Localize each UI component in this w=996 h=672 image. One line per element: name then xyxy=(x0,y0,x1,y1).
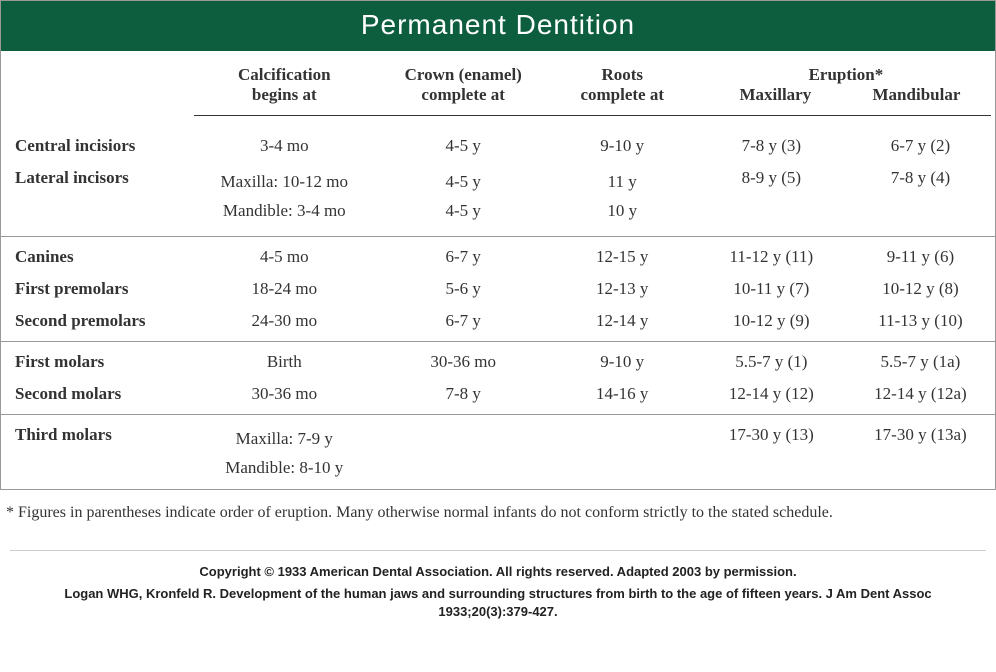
row-label: First premolars xyxy=(1,273,190,305)
cell-crown: 6-7 y xyxy=(379,236,548,273)
header-eruption-group: Eruption* Maxillary Mandibular xyxy=(697,51,995,115)
cell-crown: 5-6 y xyxy=(379,273,548,305)
table-row: First premolars18-24 mo5-6 y12-13 y10-11… xyxy=(1,273,995,305)
row-label: Second molars xyxy=(1,378,190,415)
cell-mandibular: 12-14 y (12a) xyxy=(846,378,995,415)
cell-calcification: Maxilla: 7-9 yMandible: 8-10 y xyxy=(190,414,379,488)
cell-mandibular: 6-7 y (2) xyxy=(846,126,995,162)
cell-crown: 4-5 y4-5 y xyxy=(379,162,548,236)
cell-calcification: 4-5 mo xyxy=(190,236,379,273)
table-title: Permanent Dentition xyxy=(1,1,995,51)
cell-mandibular: 10-12 y (8) xyxy=(846,273,995,305)
row-label: Canines xyxy=(1,236,190,273)
header-underline xyxy=(1,115,995,126)
cell-roots: 11 y10 y xyxy=(548,162,697,236)
row-label: Second premolars xyxy=(1,305,190,342)
footnote: * Figures in parentheses indicate order … xyxy=(0,490,996,528)
header-crown: Crown (enamel)complete at xyxy=(379,51,548,115)
row-label: Lateral incisors xyxy=(1,162,190,236)
cell-roots: 14-16 y xyxy=(548,378,697,415)
cell-calcification: 3-4 mo xyxy=(190,126,379,162)
cell-crown: 30-36 mo xyxy=(379,341,548,378)
row-label: First molars xyxy=(1,341,190,378)
cell-mandibular: 5.5-7 y (1a) xyxy=(846,341,995,378)
dentition-table: Calcificationbegins at Crown (enamel)com… xyxy=(1,51,995,489)
cell-roots xyxy=(548,414,697,488)
cell-maxillary: 7-8 y (3) xyxy=(697,126,846,162)
cell-roots: 9-10 y xyxy=(548,126,697,162)
cell-maxillary: 17-30 y (13) xyxy=(697,414,846,488)
copyright-line-2: Logan WHG, Kronfeld R. Development of th… xyxy=(0,581,996,621)
cell-crown: 4-5 y xyxy=(379,126,548,162)
row-label: Third molars xyxy=(1,414,190,488)
cell-crown: 6-7 y xyxy=(379,305,548,342)
cell-maxillary: 5.5-7 y (1) xyxy=(697,341,846,378)
table-container: Permanent Dentition Calcificationbegins … xyxy=(0,0,996,490)
cell-maxillary: 11-12 y (11) xyxy=(697,236,846,273)
cell-calcification: 30-36 mo xyxy=(190,378,379,415)
cell-roots: 12-15 y xyxy=(548,236,697,273)
header-calcification: Calcificationbegins at xyxy=(190,51,379,115)
header-mandibular: Mandibular xyxy=(846,85,987,105)
cell-maxillary: 10-12 y (9) xyxy=(697,305,846,342)
table-row: Lateral incisorsMaxilla: 10-12 moMandibl… xyxy=(1,162,995,236)
cell-maxillary: 12-14 y (12) xyxy=(697,378,846,415)
cell-calcification: Birth xyxy=(190,341,379,378)
header-row-1: Calcificationbegins at Crown (enamel)com… xyxy=(1,51,995,115)
header-maxillary: Maxillary xyxy=(705,85,846,105)
cell-mandibular: 11-13 y (10) xyxy=(846,305,995,342)
row-label: Central incisiors xyxy=(1,126,190,162)
cell-maxillary: 10-11 y (7) xyxy=(697,273,846,305)
cell-calcification: 18-24 mo xyxy=(190,273,379,305)
cell-mandibular: 7-8 y (4) xyxy=(846,162,995,236)
cell-crown: 7-8 y xyxy=(379,378,548,415)
copyright-line-1: Copyright © 1933 American Dental Associa… xyxy=(0,559,996,581)
table-row: Second premolars24-30 mo6-7 y12-14 y10-1… xyxy=(1,305,995,342)
cell-roots: 9-10 y xyxy=(548,341,697,378)
cell-maxillary: 8-9 y (5) xyxy=(697,162,846,236)
table-row: First molarsBirth30-36 mo9-10 y5.5-7 y (… xyxy=(1,341,995,378)
cell-calcification: Maxilla: 10-12 moMandible: 3-4 mo xyxy=(190,162,379,236)
table-body: Central incisiors3-4 mo4-5 y9-10 y7-8 y … xyxy=(1,126,995,489)
cell-mandibular: 17-30 y (13a) xyxy=(846,414,995,488)
header-roots: Rootscomplete at xyxy=(548,51,697,115)
table-row: Central incisiors3-4 mo4-5 y9-10 y7-8 y … xyxy=(1,126,995,162)
header-blank xyxy=(1,51,190,115)
cell-crown xyxy=(379,414,548,488)
table-row: Second molars30-36 mo7-8 y14-16 y12-14 y… xyxy=(1,378,995,415)
cell-calcification: 24-30 mo xyxy=(190,305,379,342)
footer-rule xyxy=(10,550,986,551)
cell-mandibular: 9-11 y (6) xyxy=(846,236,995,273)
table-row: Third molarsMaxilla: 7-9 yMandible: 8-10… xyxy=(1,414,995,488)
cell-roots: 12-14 y xyxy=(548,305,697,342)
cell-roots: 12-13 y xyxy=(548,273,697,305)
table-row: Canines4-5 mo6-7 y12-15 y11-12 y (11)9-1… xyxy=(1,236,995,273)
